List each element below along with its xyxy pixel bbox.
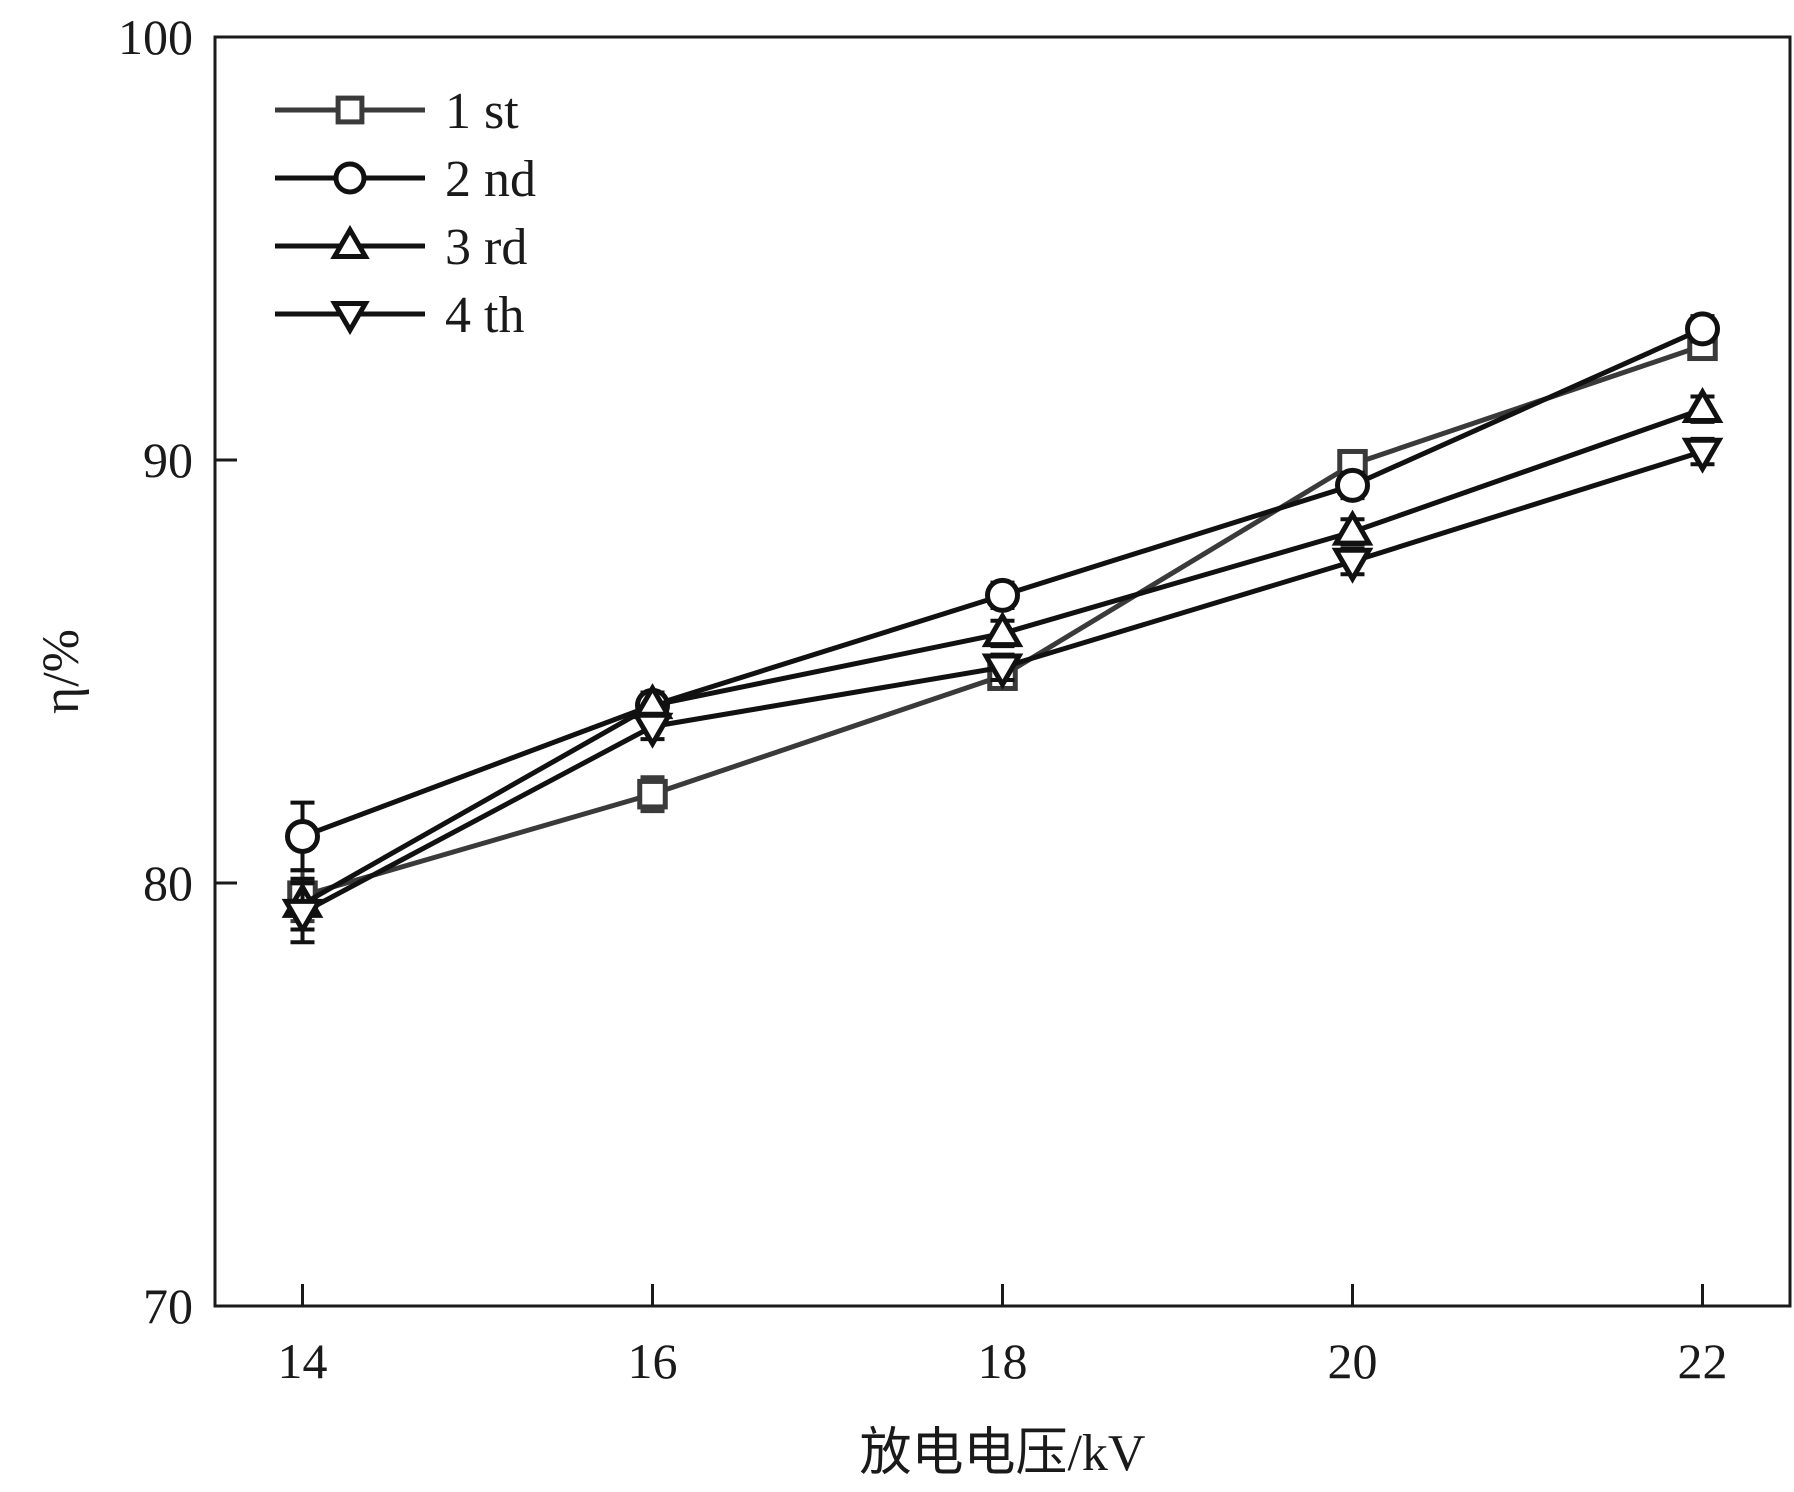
- axis-ticks: 70 80 90 100 14 16 18 20 22: [118, 9, 1728, 1389]
- data-point: [285, 818, 320, 854]
- legend-marker: [330, 301, 370, 336]
- y-axis-title: η/%: [33, 629, 90, 714]
- x-tick-label: 22: [1678, 1333, 1728, 1389]
- x-tick-label: 20: [1328, 1333, 1378, 1389]
- legend-label: 3 rd: [445, 219, 527, 276]
- y-tick-label: 70: [143, 1278, 193, 1334]
- data-point: [1681, 437, 1724, 474]
- legend-label: 4 th: [445, 287, 524, 344]
- legend: 1 st 2 nd 3 rd 4 th: [275, 83, 536, 344]
- x-tick-label: 14: [278, 1333, 328, 1389]
- x-axis-title: 放电电压/kV: [859, 1425, 1145, 1482]
- data-point: [1685, 311, 1720, 347]
- legend-item-2: 2 nd: [275, 151, 536, 208]
- data-point: [281, 898, 324, 935]
- legend-marker: [335, 95, 365, 125]
- legend-label: 1 st: [445, 83, 519, 140]
- data-point: [981, 653, 1024, 690]
- series-2: [285, 311, 1720, 873]
- data-point: [637, 778, 668, 810]
- x-tick-label: 16: [628, 1333, 678, 1389]
- data-point: [981, 611, 1024, 648]
- legend-item-4: 4 th: [275, 287, 524, 344]
- data-point: [1335, 467, 1370, 503]
- y-tick-label: 80: [143, 855, 193, 911]
- data-point: [1331, 547, 1374, 584]
- legend-item-3: 3 rd: [275, 219, 527, 276]
- legend-marker: [330, 224, 370, 259]
- data-point: [1331, 509, 1374, 546]
- data-point: [1681, 387, 1724, 423]
- y-tick-label: 100: [118, 9, 193, 65]
- data-point: [631, 712, 674, 749]
- legend-label: 2 nd: [445, 151, 536, 208]
- y-tick-label: 90: [143, 432, 193, 488]
- x-tick-label: 18: [978, 1333, 1028, 1389]
- legend-marker: [333, 161, 367, 195]
- legend-item-1: 1 st: [275, 83, 519, 140]
- data-point: [985, 577, 1020, 613]
- series-layer: [281, 311, 1724, 945]
- series-4: [281, 436, 1724, 945]
